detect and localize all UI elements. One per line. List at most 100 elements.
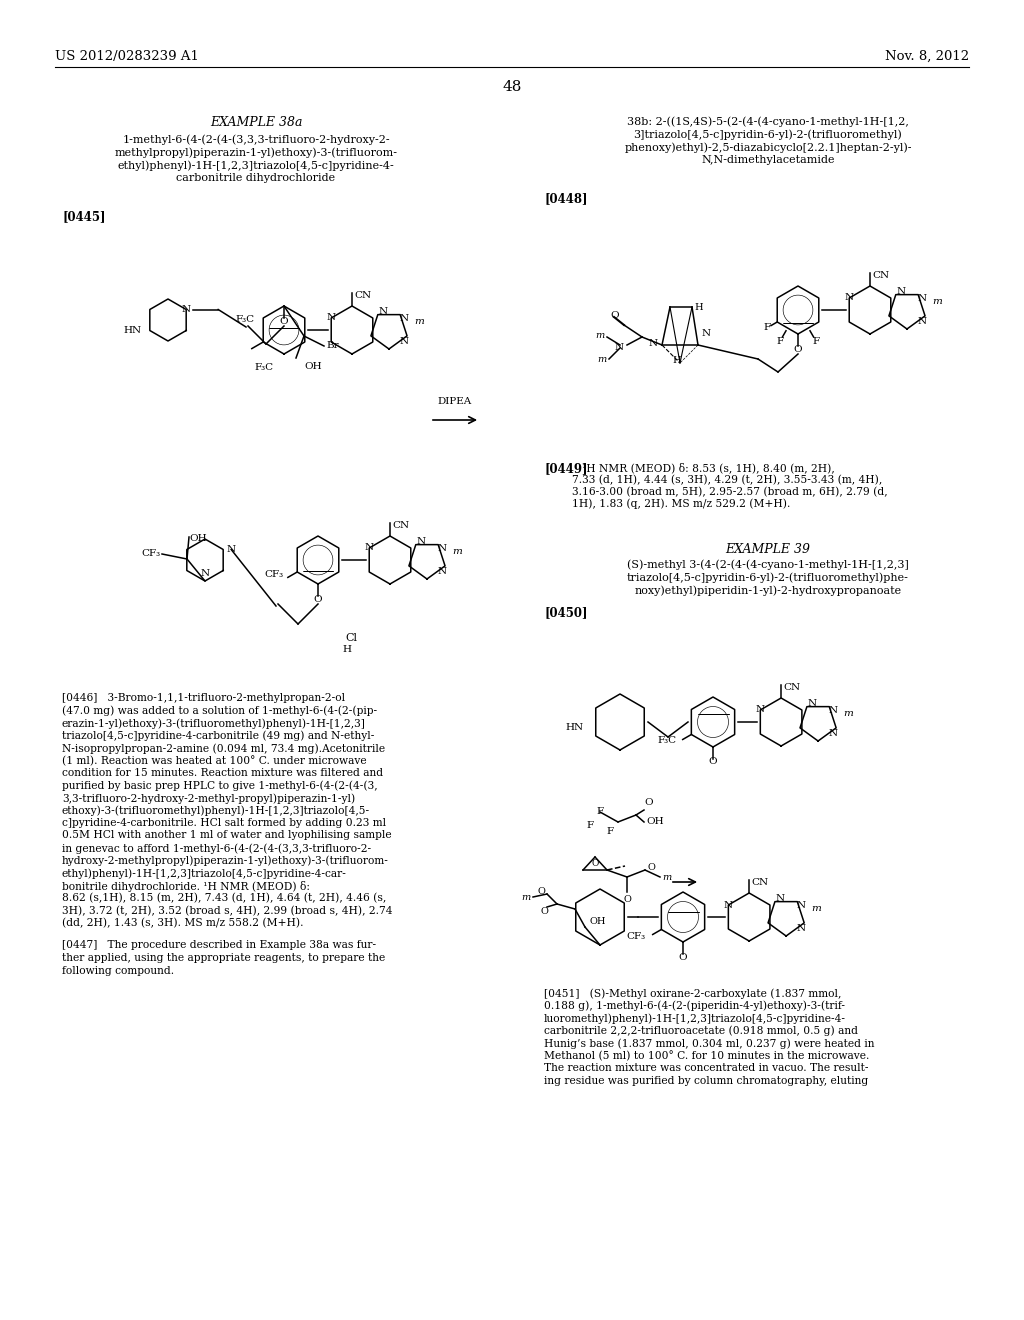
Text: N: N [797,902,806,911]
Text: carbonitrile 2,2,2-trifluoroacetate (0.918 mmol, 0.5 g) and: carbonitrile 2,2,2-trifluoroacetate (0.9… [544,1026,858,1036]
Text: N: N [702,329,711,338]
Text: purified by basic prep HPLC to give 1-methyl-6-(4-(2-(4-(3,: purified by basic prep HPLC to give 1-me… [62,780,378,791]
Text: N: N [327,314,336,322]
Text: erazin-1-yl)ethoxy)-3-(trifluoromethyl)phenyl)-1H-[1,2,3]: erazin-1-yl)ethoxy)-3-(trifluoromethyl)p… [62,718,366,729]
Text: following compound.: following compound. [62,965,174,975]
Text: ethoxy)-3-(trifluoromethyl)phenyl)-1H-[1,2,3]triazolo[4,5-: ethoxy)-3-(trifluoromethyl)phenyl)-1H-[1… [62,805,370,816]
Text: OH: OH [189,535,207,543]
Text: (S)-methyl 3-(4-(2-(4-(4-cyano-1-methyl-1H-[1,2,3]: (S)-methyl 3-(4-(2-(4-(4-cyano-1-methyl-… [627,558,909,569]
Text: Hunig’s base (1.837 mmol, 0.304 ml, 0.237 g) were heated in: Hunig’s base (1.837 mmol, 0.304 ml, 0.23… [544,1038,874,1048]
Text: N: N [399,337,409,346]
Text: phenoxy)ethyl)-2,5-diazabicyclo[2.2.1]heptan-2-yl)-: phenoxy)ethyl)-2,5-diazabicyclo[2.2.1]he… [625,143,911,153]
Text: Cl: Cl [345,634,357,643]
Text: Nov. 8, 2012: Nov. 8, 2012 [885,50,969,63]
Text: 8.62 (s,1H), 8.15 (m, 2H), 7.43 (d, 1H), 4.64 (t, 2H), 4.46 (s,: 8.62 (s,1H), 8.15 (m, 2H), 7.43 (d, 1H),… [62,894,386,903]
Text: O: O [540,908,548,916]
Text: N: N [365,544,374,553]
Text: in genevac to afford 1-methyl-6-(4-(2-(4-(3,3,3-trifluoro-2-: in genevac to afford 1-methyl-6-(4-(2-(4… [62,843,371,854]
Text: condition for 15 minutes. Reaction mixture was filtered and: condition for 15 minutes. Reaction mixtu… [62,768,383,777]
Text: The reaction mixture was concentrated in vacuo. The result-: The reaction mixture was concentrated in… [544,1063,868,1073]
Text: CN: CN [392,521,410,531]
Text: US 2012/0283239 A1: US 2012/0283239 A1 [55,50,199,63]
Text: 3,3-trifluoro-2-hydroxy-2-methyl-propyl)piperazin-1-yl): 3,3-trifluoro-2-hydroxy-2-methyl-propyl)… [62,793,355,804]
Text: m: m [522,892,531,902]
Text: 1-methyl-6-(4-(2-(4-(3,3,3-trifluoro-2-hydroxy-2-: 1-methyl-6-(4-(2-(4-(3,3,3-trifluoro-2-h… [122,135,390,145]
Text: N: N [845,293,854,302]
Text: 3H), 3.72 (t, 2H), 3.52 (broad s, 4H), 2.99 (broad s, 4H), 2.74: 3H), 3.72 (t, 2H), 3.52 (broad s, 4H), 2… [62,906,392,916]
Text: Br: Br [326,342,339,351]
Text: DIPEA: DIPEA [438,397,472,407]
Text: 3]triazolo[4,5-c]pyridin-6-yl)-2-(trifluoromethyl): 3]triazolo[4,5-c]pyridin-6-yl)-2-(triflu… [634,129,902,140]
Text: CN: CN [752,878,768,887]
Text: O: O [679,953,687,961]
Text: F: F [596,808,603,817]
Text: [0446]   3-Bromo-1,1,1-trifluoro-2-methylpropan-2-ol: [0446] 3-Bromo-1,1,1-trifluoro-2-methylp… [62,693,345,704]
Text: CF₃: CF₃ [141,549,160,558]
Text: OH: OH [646,817,664,826]
Text: O: O [280,317,289,326]
Text: N-isopropylpropan-2-amine (0.094 ml, 73.4 mg).Acetonitrile: N-isopropylpropan-2-amine (0.094 ml, 73.… [62,743,385,754]
Text: Methanol (5 ml) to 100° C. for 10 minutes in the microwave.: Methanol (5 ml) to 100° C. for 10 minute… [544,1051,869,1061]
Text: m: m [598,355,607,364]
Text: O: O [709,758,718,767]
Text: m: m [844,709,853,718]
Text: luoromethyl)phenyl)-1H-[1,2,3]triazolo[4,5-c]pyridine-4-: luoromethyl)phenyl)-1H-[1,2,3]triazolo[4… [544,1012,846,1023]
Text: triazolo[4,5-c]pyridin-6-yl)-2-(trifluoromethyl)phe-: triazolo[4,5-c]pyridin-6-yl)-2-(trifluor… [627,572,909,582]
Text: OH: OH [590,917,606,927]
Text: H: H [342,645,351,655]
Text: triazolo[4,5-c]pyridine-4-carbonitrile (49 mg) and N-ethyl-: triazolo[4,5-c]pyridine-4-carbonitrile (… [62,730,375,741]
Text: m: m [932,297,942,306]
Text: H: H [694,302,702,312]
Text: 0.188 g), 1-methyl-6-(4-(2-(piperidin-4-yl)ethoxy)-3-(trif-: 0.188 g), 1-methyl-6-(4-(2-(piperidin-4-… [544,1001,845,1011]
Text: N: N [918,317,927,326]
Text: noxy)ethyl)piperidin-1-yl)-2-hydroxypropanoate: noxy)ethyl)piperidin-1-yl)-2-hydroxyprop… [635,585,901,595]
Text: O: O [647,862,655,871]
Text: N: N [918,294,927,304]
Text: O: O [794,345,803,354]
Text: [0445]: [0445] [62,210,105,223]
Text: F: F [776,337,783,346]
Text: CF₃: CF₃ [264,570,284,579]
Text: [0450]: [0450] [544,606,588,619]
Text: ing residue was purified by column chromatography, eluting: ing residue was purified by column chrom… [544,1076,868,1085]
Text: O: O [623,895,631,904]
Text: ethyl)phenyl)-1H-[1,2,3]triazolo[4,5-c]pyridine-4-: ethyl)phenyl)-1H-[1,2,3]triazolo[4,5-c]p… [118,160,394,170]
Text: N: N [201,569,210,578]
Text: m: m [811,904,821,913]
Text: (47.0 mg) was added to a solution of 1-methyl-6-(4-(2-(pip-: (47.0 mg) was added to a solution of 1-m… [62,705,377,715]
Text: N: N [181,305,190,314]
Text: c]pyridine-4-carbonitrile. HCl salt formed by adding 0.23 ml: c]pyridine-4-carbonitrile. HCl salt form… [62,818,386,828]
Text: F: F [763,323,770,333]
Text: N: N [614,343,624,352]
Text: (dd, 2H), 1.43 (s, 3H). MS m/z 558.2 (M+H).: (dd, 2H), 1.43 (s, 3H). MS m/z 558.2 (M+… [62,917,303,928]
Text: EXAMPLE 39: EXAMPLE 39 [725,543,811,556]
Text: N: N [828,706,838,715]
Text: N: N [438,566,446,576]
Text: HN: HN [124,326,141,335]
Text: N: N [828,729,838,738]
Text: N: N [724,900,733,909]
Text: N: N [379,308,388,317]
Text: O: O [610,312,618,319]
Text: 38b: 2-((1S,4S)-5-(2-(4-(4-cyano-1-methyl-1H-[1,2,: 38b: 2-((1S,4S)-5-(2-(4-(4-cyano-1-methy… [627,116,909,127]
Text: N: N [226,545,236,554]
Text: (1 ml). Reaction was heated at 100° C. under microwave: (1 ml). Reaction was heated at 100° C. u… [62,755,367,766]
Text: F: F [812,337,819,346]
Text: N,N-dimethylacetamide: N,N-dimethylacetamide [701,154,835,165]
Text: O: O [538,887,545,896]
Text: [0448]: [0448] [544,191,588,205]
Text: CN: CN [872,271,889,280]
Text: ethyl)phenyl)-1H-[1,2,3]triazolo[4,5-c]pyridine-4-car-: ethyl)phenyl)-1H-[1,2,3]triazolo[4,5-c]p… [62,869,347,879]
Text: O: O [313,594,323,603]
Text: carbonitrile dihydrochloride: carbonitrile dihydrochloride [176,173,336,183]
Text: N: N [417,537,426,546]
Text: N: N [649,338,658,347]
Text: N: N [808,700,817,709]
Text: ther applied, using the appropriate reagents, to prepare the: ther applied, using the appropriate reag… [62,953,385,964]
Text: 0.5M HCl with another 1 ml of water and lyophilising sample: 0.5M HCl with another 1 ml of water and … [62,830,391,841]
Text: O: O [591,859,599,869]
Text: 48: 48 [503,81,521,94]
Text: N: N [756,705,765,714]
Text: O: O [644,799,652,807]
Text: OH: OH [304,362,322,371]
